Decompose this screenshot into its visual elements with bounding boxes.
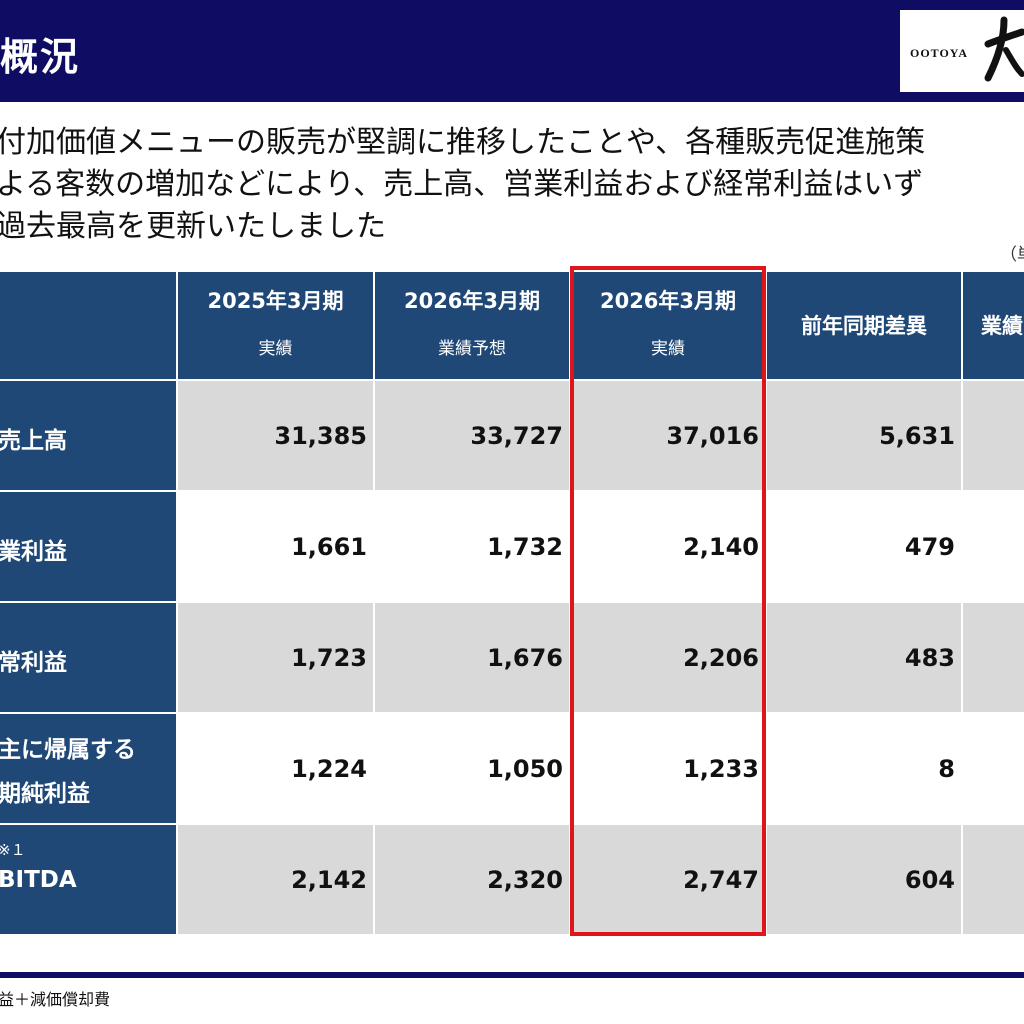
table-cell: 479 (767, 492, 961, 601)
table-cell: 37,016 (571, 381, 765, 490)
column-title: 2026年3月期 (599, 289, 737, 313)
table-corner-cell (0, 272, 176, 379)
page-title: 概況 (0, 35, 81, 79)
row-label: BITDA ※１ (0, 825, 176, 934)
table-cell: 1,676 (375, 603, 569, 712)
table-cell (963, 603, 1024, 712)
footnote-marker: ※１ (0, 841, 26, 859)
table-cell: 604 (767, 825, 961, 934)
table-cell (963, 492, 1024, 601)
summary-text: 付加価値メニューの販売が堅調に推移したことや、各種販売促進施策 よる客数の増加な… (0, 122, 925, 248)
footer-divider (0, 972, 1024, 978)
column-title: 2026年3月期 (403, 289, 541, 313)
column-title: 2025年3月期 (207, 289, 344, 313)
table-cell: 1,050 (375, 714, 569, 823)
logo-text: OOTOYA (910, 46, 969, 60)
column-header: 業績 (963, 272, 1024, 379)
table-cell: 1,233 (571, 714, 765, 823)
company-logo: OOTOYA (900, 10, 1024, 92)
column-subtitle: 実績 (651, 339, 685, 359)
column-title: 業績 (981, 314, 1023, 338)
row-label: 業利益 (0, 492, 176, 601)
column-header: 前年同期差異 (767, 272, 961, 379)
column-header: 2026年3月期 業績予想 (375, 272, 569, 379)
table-cell: 31,385 (178, 381, 373, 490)
table-cell: 1,224 (178, 714, 373, 823)
column-title: 前年同期差異 (801, 314, 927, 338)
row-label: 売上高 (0, 381, 176, 490)
table-cell: 1,732 (375, 492, 569, 601)
table-cell: 483 (767, 603, 961, 712)
column-header: 2025年3月期 実績 (178, 272, 373, 379)
footnote-text: 益＋減価償却費 (0, 990, 111, 1009)
header-bar: 概況 OOTOYA (0, 0, 1024, 102)
table-cell: 8 (767, 714, 961, 823)
logo-brush-icon (984, 16, 1024, 82)
summary-line: 付加価値メニューの販売が堅調に推移したことや、各種販売促進施策 (0, 125, 926, 160)
table-cell: 2,747 (571, 825, 765, 934)
table-cell: 5,631 (767, 381, 961, 490)
table-cell (963, 825, 1024, 934)
table-cell (963, 381, 1024, 490)
column-subtitle: 業績予想 (438, 339, 506, 359)
table-cell: 2,320 (375, 825, 569, 934)
table-cell: 2,206 (571, 603, 765, 712)
summary-line: 過去最高を更新いたしました (0, 209, 386, 244)
unit-label: （単 (1000, 245, 1024, 265)
summary-line: よる客数の増加などにより、売上高、営業利益および経常利益はいず (0, 167, 924, 202)
table-cell: 1,723 (178, 603, 373, 712)
table-cell (963, 714, 1024, 823)
row-label: 主に帰属する 期純利益 (0, 714, 176, 823)
table-cell: 1,661 (178, 492, 373, 601)
row-label: 常利益 (0, 603, 176, 712)
column-header: 2026年3月期 実績 (571, 272, 765, 379)
table-cell: 2,140 (571, 492, 765, 601)
table-cell: 2,142 (178, 825, 373, 934)
column-subtitle: 実績 (258, 339, 293, 359)
table-cell: 33,727 (375, 381, 569, 490)
